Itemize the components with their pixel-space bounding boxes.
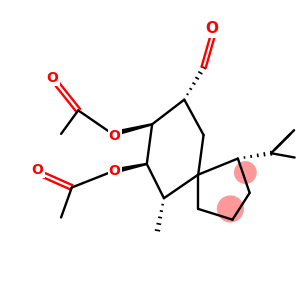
Text: O: O bbox=[46, 71, 58, 85]
Text: O: O bbox=[109, 164, 121, 178]
Text: O: O bbox=[206, 21, 219, 36]
Polygon shape bbox=[112, 164, 147, 173]
Circle shape bbox=[235, 162, 256, 183]
Text: O: O bbox=[109, 129, 121, 143]
Circle shape bbox=[218, 196, 243, 222]
Polygon shape bbox=[112, 124, 152, 136]
Text: O: O bbox=[32, 164, 44, 177]
